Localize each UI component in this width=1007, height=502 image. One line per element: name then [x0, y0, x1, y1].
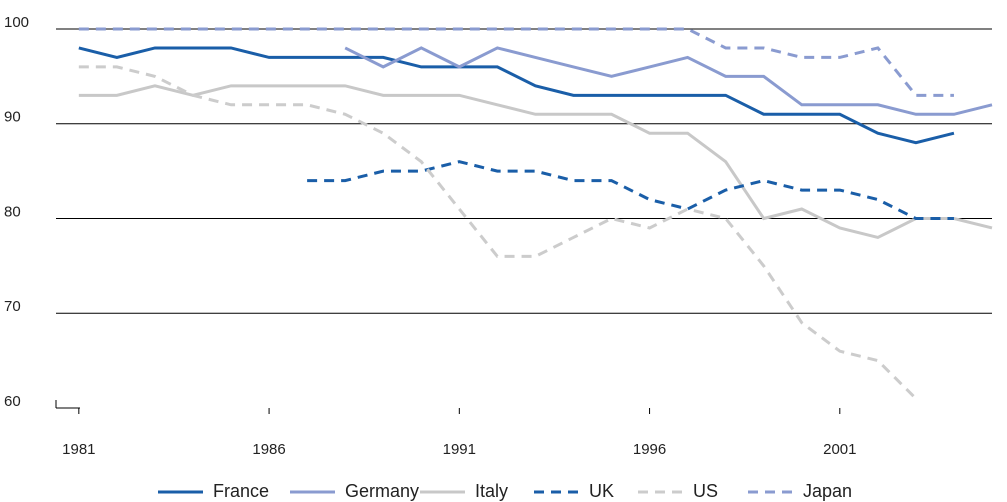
legend-label: Japan: [803, 481, 852, 501]
y-tick-label: 100: [4, 14, 29, 31]
x-tick-label: 2001: [823, 441, 856, 458]
legend-label: France: [213, 481, 269, 501]
x-tick-label: 1986: [252, 441, 285, 458]
line-series: [307, 160, 954, 220]
x-tick-label: 1996: [633, 441, 666, 458]
line-series: [78, 46, 955, 145]
line-series: [344, 46, 993, 116]
line-series: [78, 27, 954, 97]
x-tick-label: 1981: [62, 441, 95, 458]
y-tick-label: 90: [4, 109, 21, 126]
legend-label: Italy: [475, 481, 508, 501]
y-tick-label: 80: [4, 203, 21, 220]
y-tick-label: 60: [4, 393, 21, 410]
line-series: [78, 84, 993, 240]
legend-label: US: [693, 481, 718, 501]
y-tick-label: 70: [4, 298, 21, 315]
legend-label: UK: [589, 481, 614, 501]
x-tick-label: 1991: [443, 441, 476, 458]
line-series: [78, 65, 917, 400]
legend-label: Germany: [345, 481, 419, 501]
